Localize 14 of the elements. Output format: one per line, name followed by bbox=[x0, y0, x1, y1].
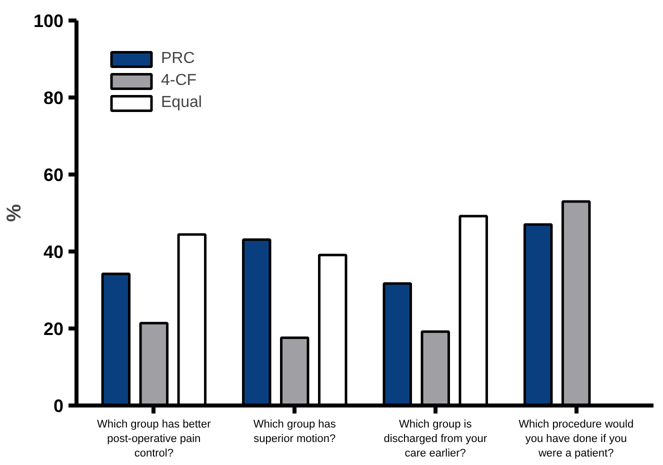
y-tick-label: 100 bbox=[33, 11, 64, 31]
x-tick-label: Which procedure would you have done if you were a patient? bbox=[518, 418, 634, 460]
y-tick-label: 40 bbox=[43, 242, 64, 262]
legend-label: PRC bbox=[161, 50, 195, 68]
x-tick-label: Which group has better post-operative pain control? bbox=[97, 418, 212, 460]
x-tick-label: Which group has superior motion? bbox=[253, 418, 336, 445]
y-tick-label: 80 bbox=[43, 88, 64, 108]
y-axis-title: % bbox=[3, 204, 26, 222]
x-tick-label: Which group is discharged from your care earlier? bbox=[384, 418, 488, 460]
y-tick-label: 60 bbox=[43, 165, 64, 185]
legend-label: 4-CF bbox=[161, 72, 197, 90]
legend-label: Equal bbox=[161, 94, 202, 112]
y-tick-label: 0 bbox=[53, 396, 64, 416]
y-tick-label: 20 bbox=[43, 319, 64, 339]
